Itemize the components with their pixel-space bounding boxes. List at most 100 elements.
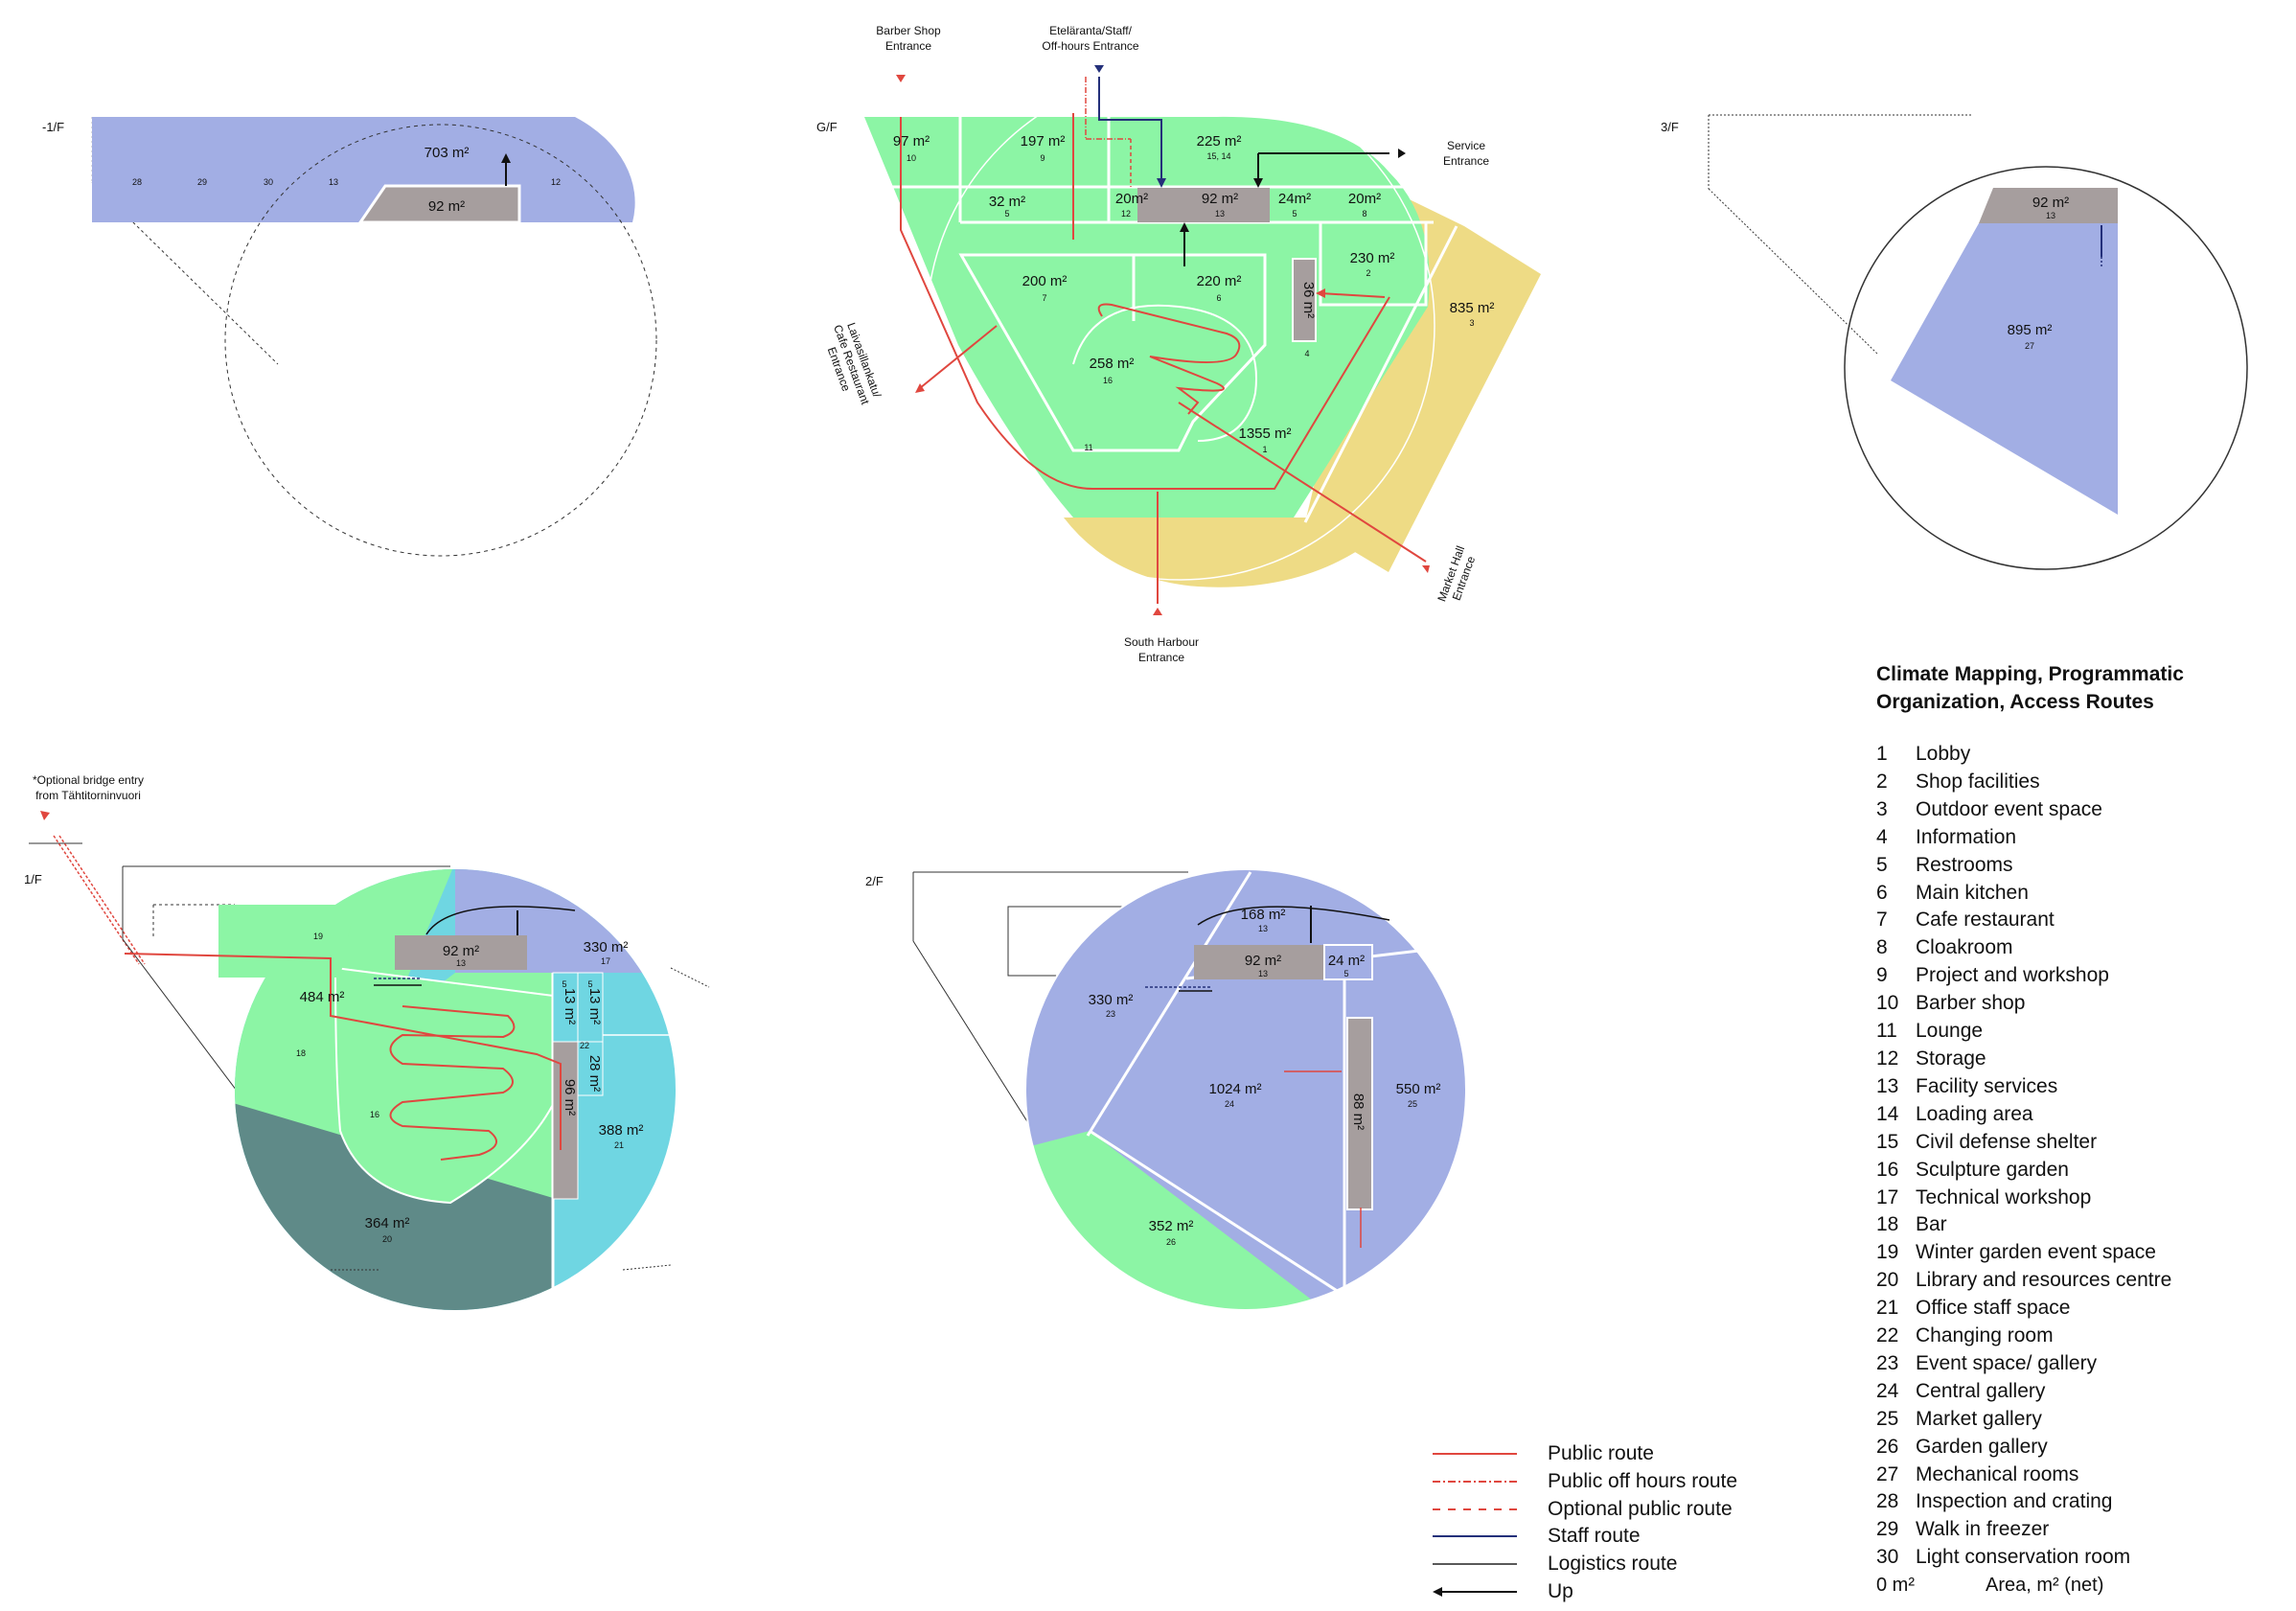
legend-item: 27 Mechanical rooms bbox=[1876, 1461, 2279, 1489]
unit-symbol: 0 m² bbox=[1876, 1575, 1915, 1597]
entrance-south-l1: South Harbour bbox=[1124, 635, 1199, 649]
area-tech: 330 m² bbox=[584, 939, 629, 955]
legend-item: 15 Civil defense shelter bbox=[1876, 1129, 2279, 1157]
legend-item-number: 10 bbox=[1876, 992, 1899, 1015]
legend-item: 24 Central gallery bbox=[1876, 1378, 2279, 1406]
code-storage-b: 12 bbox=[1121, 209, 1131, 219]
route-logistics: Logistics route bbox=[1433, 1551, 1835, 1578]
legend-item-label: Cafe restaurant bbox=[1916, 909, 2055, 932]
code-project: 9 bbox=[1040, 153, 1045, 163]
bridge-note-l2: from Tähtitorninvuori bbox=[35, 789, 141, 802]
legend-item-label: Winter garden event space bbox=[1916, 1241, 2156, 1264]
lobby-zone bbox=[864, 116, 1430, 518]
floor-label-first: 1/F bbox=[24, 872, 42, 886]
legend-item: 29 Walk in freezer bbox=[1876, 1516, 2279, 1544]
code-loading: 13 bbox=[1258, 924, 1268, 933]
third-plan: 3/F 92 m² 13 895 m² 27 bbox=[1661, 114, 2248, 570]
area-mechanical: 895 m² bbox=[2008, 322, 2053, 338]
first-plan: *Optional bridge entry from Tähtitorninv… bbox=[24, 773, 710, 1310]
off-hours-route-swatch bbox=[1433, 1481, 1517, 1484]
bridge-note-l1: *Optional bridge entry bbox=[33, 773, 144, 787]
code-facility: 13 bbox=[2046, 211, 2055, 220]
code-sculpture: 16 bbox=[1103, 376, 1113, 385]
code-restrooms: 5 bbox=[1343, 969, 1348, 978]
legend-item: 7 Cafe restaurant bbox=[1876, 907, 2279, 934]
legend-item-label: Sculpture garden bbox=[1916, 1158, 2069, 1181]
legend-item-number: 13 bbox=[1876, 1074, 1899, 1097]
legend-item: 28 Inspection and crating bbox=[1876, 1488, 2279, 1516]
route-up-label: Up bbox=[1548, 1579, 1573, 1602]
legend-item-number: 4 bbox=[1876, 825, 1888, 848]
legend-item-label: Storage bbox=[1916, 1047, 1986, 1070]
code-29: 29 bbox=[197, 177, 207, 187]
route-public: Public route bbox=[1433, 1440, 1835, 1468]
floor-label-third: 3/F bbox=[1661, 120, 1679, 134]
legend-item: 11 Lounge bbox=[1876, 1018, 2279, 1046]
code-barber: 10 bbox=[907, 153, 916, 163]
code-lounge: 11 bbox=[1084, 443, 1092, 452]
area-services: 88 m² bbox=[1350, 1093, 1366, 1130]
code-mechanical: 27 bbox=[2025, 341, 2034, 351]
area-loading: 168 m² bbox=[1241, 907, 1286, 923]
winter-garden bbox=[218, 905, 355, 978]
legend-item: 12 Storage bbox=[1876, 1046, 2279, 1073]
legend-item-label: Lobby bbox=[1916, 743, 1971, 765]
legend-item-label: Cloakroom bbox=[1916, 936, 2013, 959]
code-facility: 13 bbox=[1258, 969, 1268, 978]
entrance-service-l1: Service bbox=[1447, 139, 1485, 152]
legend-item-number: 23 bbox=[1876, 1351, 1899, 1374]
legend-item: 10 Barber shop bbox=[1876, 990, 2279, 1018]
area-services: 96 m² bbox=[562, 1079, 578, 1116]
code-12: 12 bbox=[551, 177, 561, 187]
optional-route-swatch bbox=[1433, 1507, 1517, 1510]
facility-services-box bbox=[1194, 945, 1324, 979]
code-facility: 13 bbox=[456, 958, 466, 968]
code-shop: 2 bbox=[1366, 268, 1370, 278]
legend-item-number: 15 bbox=[1876, 1130, 1899, 1153]
legend-item-number: 28 bbox=[1876, 1490, 1899, 1513]
code-28: 28 bbox=[132, 177, 142, 187]
legend-item-number: 27 bbox=[1876, 1462, 1899, 1485]
legend-item: 6 Main kitchen bbox=[1876, 880, 2279, 908]
legend-item-number: 14 bbox=[1876, 1102, 1899, 1125]
legend-item: 22 Changing room bbox=[1876, 1323, 2279, 1350]
code-restrooms-a: 5 bbox=[1004, 209, 1009, 219]
area-changing: 28 m² bbox=[586, 1055, 603, 1092]
legend-item-label: Mechanical rooms bbox=[1916, 1462, 2079, 1485]
legend-item-number: 17 bbox=[1876, 1185, 1899, 1208]
logistics-route-swatch bbox=[1433, 1563, 1517, 1565]
staff-route-ground bbox=[1098, 77, 1162, 182]
code-market: 25 bbox=[1408, 1099, 1417, 1109]
legend-item-number: 16 bbox=[1876, 1158, 1899, 1181]
area-facility: 92 m² bbox=[443, 943, 479, 959]
legend-item-number: 21 bbox=[1876, 1297, 1899, 1320]
code-30: 30 bbox=[264, 177, 273, 187]
legend-item-label: Light conservation room bbox=[1916, 1546, 2131, 1569]
legend-item-label: Main kitchen bbox=[1916, 881, 2029, 904]
route-staff: Staff route bbox=[1433, 1523, 1835, 1551]
code-central: 24 bbox=[1225, 1099, 1234, 1109]
code-bar: 18 bbox=[296, 1048, 306, 1058]
legend-item: 5 Restrooms bbox=[1876, 852, 2279, 880]
area-facility: 92 m² bbox=[1245, 953, 1281, 969]
tower-outline-dashed bbox=[224, 124, 657, 557]
legend-item: 3 Outdoor event space bbox=[1876, 796, 2279, 824]
ground-plan: G/F bbox=[816, 24, 1541, 664]
legend-item-label: Inspection and crating bbox=[1916, 1490, 2113, 1513]
code-cafe: 7 bbox=[1042, 293, 1046, 303]
area-info-box: 36 m² bbox=[1300, 282, 1317, 318]
area-barber: 97 m² bbox=[893, 133, 930, 150]
second-plan: 2/F 168 m² 13 92 m² 13 24 m² 5 330 m² 23… bbox=[865, 868, 1477, 1311]
legend-title: Climate Mapping, Programmatic Organizati… bbox=[1876, 663, 2184, 713]
code-library: 20 bbox=[382, 1234, 392, 1244]
floor-label-ground: G/F bbox=[816, 120, 838, 134]
area-project: 197 m² bbox=[1021, 133, 1066, 150]
legend-item: 26 Garden gallery bbox=[1876, 1434, 2279, 1461]
legend-item-label: Facility services bbox=[1916, 1074, 2058, 1097]
legend-item-number: 2 bbox=[1876, 770, 1888, 793]
public-route-ground bbox=[900, 117, 1390, 490]
area-restroom-b: 13 m² bbox=[586, 988, 603, 1024]
route-staff-label: Staff route bbox=[1548, 1525, 1641, 1548]
route-optional-label: Optional public route bbox=[1548, 1497, 1733, 1520]
legend-item-number: 25 bbox=[1876, 1407, 1899, 1430]
